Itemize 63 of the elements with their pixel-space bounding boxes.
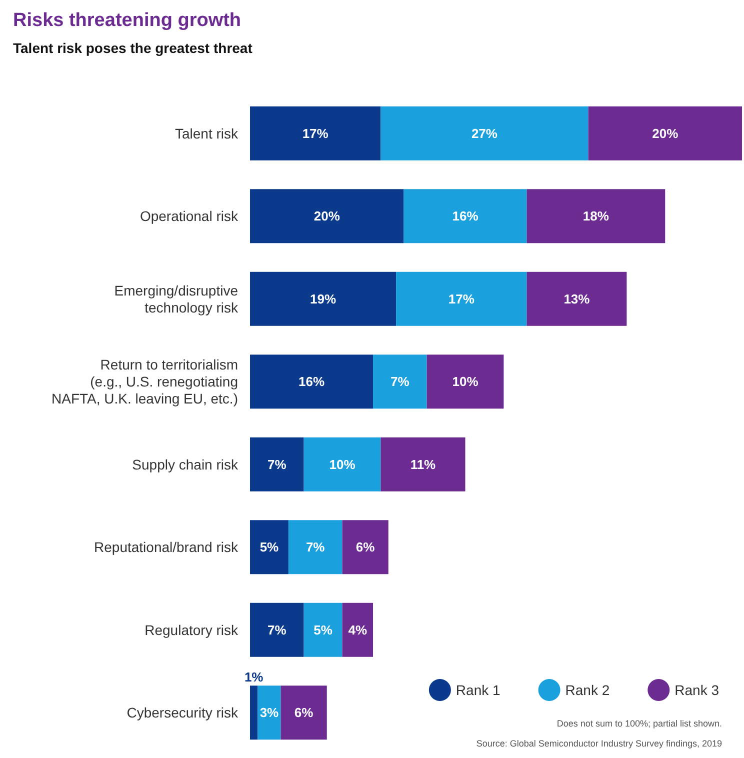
y-tick-label: Emerging/disruptive technology risk: [114, 282, 239, 316]
data-label: 1%: [244, 670, 264, 685]
legend-label: Rank 3: [674, 682, 720, 698]
bar: [250, 437, 304, 492]
legend-label: Rank 2: [565, 682, 610, 698]
y-tick-label: Cybersecurity risk: [126, 704, 239, 721]
data-label: 18%: [582, 208, 610, 224]
legend-label: Rank 1: [456, 682, 500, 698]
bar: [280, 686, 327, 740]
bar: [404, 189, 527, 244]
chart-title: Risks threatening growth: [13, 10, 242, 31]
bar: [526, 272, 627, 326]
data-label: 6%: [294, 705, 314, 720]
data-label: 3%: [260, 705, 280, 720]
annotation: Source: Global Semiconductor Industry Survey findings, 2019: [476, 738, 722, 748]
bar: [250, 272, 396, 326]
annotation: Does not sum to 100%; partial list shown.: [556, 718, 722, 728]
data-label: 20%: [652, 126, 679, 141]
data-label: 6%: [356, 540, 376, 555]
data-label: 10%: [452, 374, 479, 390]
data-label: 7%: [268, 456, 287, 472]
y-tick-label: Regulatory risk: [144, 622, 239, 638]
data-label: 7%: [390, 374, 410, 390]
y-tick-label: Supply chain risk: [132, 456, 239, 472]
data-label: 27%: [471, 126, 498, 141]
bar: [342, 602, 373, 657]
bar: [426, 354, 504, 409]
bar: [250, 520, 288, 574]
data-label: 4%: [348, 622, 368, 638]
bar: [380, 106, 588, 160]
bar: [373, 354, 427, 409]
bar: [396, 272, 527, 326]
y-tick-label: Reputational/brand risk: [94, 539, 239, 556]
bar: [250, 106, 381, 160]
data-label: 17%: [448, 291, 475, 306]
bar: [250, 354, 373, 409]
text: Talent risk poses the greatest threat: [13, 40, 253, 56]
data-label: 20%: [314, 208, 340, 224]
data-label: 17%: [302, 126, 329, 141]
y-tick-label: Operational risk: [140, 208, 239, 224]
data-label: 16%: [452, 208, 479, 224]
data-label: 5%: [314, 622, 333, 638]
bar: [288, 520, 342, 574]
data-label: 10%: [329, 456, 356, 472]
bar: [380, 437, 466, 492]
data-label: 16%: [298, 374, 325, 390]
data-label: 13%: [564, 291, 590, 306]
data-label: 7%: [306, 540, 326, 555]
data-label: 19%: [310, 291, 336, 306]
data-label: 5%: [260, 540, 280, 555]
bar: [258, 686, 281, 740]
bar: [588, 106, 742, 160]
bar: [342, 520, 388, 574]
data-label: 7%: [268, 622, 287, 638]
y-tick-label: Return to territorialism (e.g., U.S. renegotiating NAFTA, U.K. leaving EU, etc.): [52, 356, 238, 407]
bar: [304, 602, 342, 657]
bar: [250, 189, 404, 244]
bar: [304, 437, 381, 492]
data-label: 11%: [410, 456, 436, 472]
y-tick-label: Talent risk: [174, 125, 239, 142]
bar: [526, 189, 666, 244]
bar: [250, 686, 258, 740]
bar: [250, 602, 304, 657]
